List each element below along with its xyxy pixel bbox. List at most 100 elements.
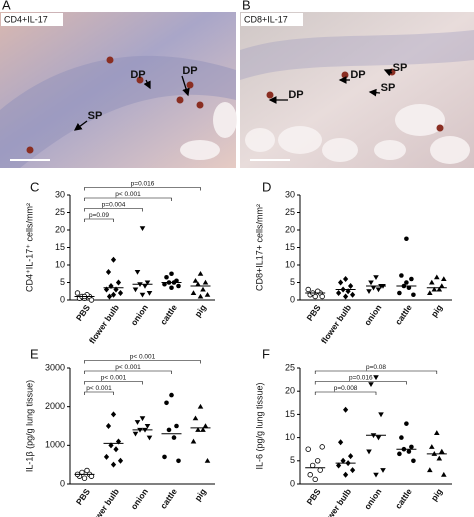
y-tick-label: 2000	[45, 401, 65, 411]
data-point	[204, 458, 211, 463]
data-point	[108, 283, 114, 289]
stained-cell	[106, 56, 114, 64]
comparison-label: p< 0.001	[130, 354, 156, 361]
y-tick-label: 20	[55, 224, 65, 234]
panel-letter: E	[30, 346, 39, 361]
data-point	[200, 427, 206, 432]
data-point	[144, 280, 151, 286]
y-tick-label: 5	[290, 277, 295, 287]
data-point	[117, 457, 124, 464]
data-point	[343, 471, 349, 478]
data-point	[343, 406, 349, 413]
panel-letter: A	[2, 0, 11, 12]
panel-letter: D	[262, 179, 271, 194]
stained-cell	[266, 91, 274, 99]
y-axis-label: IL-1β (pg/g lung tissue)	[24, 380, 34, 472]
data-point	[169, 271, 174, 277]
comparison-label: p=0.004	[102, 202, 126, 209]
annotation-arrow	[143, 79, 151, 90]
alveolus	[374, 140, 406, 160]
y-tick-label: 0	[60, 478, 65, 488]
data-point	[307, 472, 313, 478]
data-point	[192, 277, 199, 283]
data-point	[197, 293, 204, 299]
data-point	[411, 292, 416, 298]
stained-cell	[176, 96, 184, 104]
x-tick-label: pig	[429, 487, 445, 503]
x-tick-label: cattle	[393, 302, 414, 326]
y-tick-label: 25	[55, 207, 65, 217]
data-point	[106, 293, 113, 300]
data-point	[169, 392, 174, 398]
data-point	[343, 293, 349, 300]
data-point	[103, 286, 110, 293]
data-point	[115, 438, 122, 445]
data-point	[404, 421, 409, 426]
data-point	[81, 475, 88, 481]
x-tick-label: cattle	[393, 486, 414, 510]
data-point	[164, 274, 169, 280]
data-point	[436, 286, 443, 292]
comparison-bracket	[84, 218, 114, 222]
data-point	[88, 297, 95, 303]
tissue	[0, 55, 236, 168]
data-point	[162, 281, 167, 287]
y-tick-label: 30	[285, 189, 295, 199]
y-tick-label: 15	[285, 242, 295, 252]
data-point	[113, 446, 119, 453]
comparison-label: p=0.016	[131, 181, 155, 188]
x-tick-label: PBS	[74, 302, 92, 322]
data-point	[132, 287, 139, 293]
data-point	[434, 274, 440, 280]
x-tick-label: flower bulb	[87, 303, 121, 346]
data-point	[171, 435, 177, 440]
data-point	[441, 276, 447, 281]
data-point	[110, 411, 117, 418]
data-point	[305, 286, 311, 293]
comparison-label: p=0.09	[89, 212, 109, 219]
data-point	[345, 288, 351, 295]
x-tick-label: onion	[129, 303, 150, 328]
alveolus	[213, 102, 237, 138]
x-tick-label: pig	[192, 303, 208, 319]
data-point	[317, 467, 323, 473]
stained-cell	[186, 81, 194, 89]
alveolus	[180, 140, 220, 160]
data-point	[139, 292, 146, 298]
y-tick-label: 30	[55, 189, 65, 199]
y-tick-label: 10	[55, 259, 65, 269]
comparison-label: p=0.016	[349, 375, 373, 382]
data-point	[319, 293, 325, 300]
data-point	[368, 382, 374, 388]
comparison-label: p=0.08	[366, 364, 386, 371]
data-point	[411, 458, 416, 464]
annotation-arrow	[73, 120, 88, 131]
y-tick-label: 20	[285, 224, 295, 234]
data-point	[409, 276, 414, 282]
data-point	[117, 290, 124, 296]
alveolus	[322, 138, 358, 162]
data-point	[310, 462, 316, 469]
alveolus	[245, 128, 275, 152]
data-point	[305, 446, 311, 452]
data-point	[110, 291, 117, 298]
data-point	[74, 290, 81, 296]
x-tick-label: flower bulb	[319, 303, 353, 346]
tissue	[240, 30, 474, 80]
data-point	[169, 285, 174, 291]
data-point	[404, 280, 409, 285]
y-tick-label: 10	[285, 432, 295, 442]
data-point	[315, 288, 321, 294]
data-point	[115, 279, 122, 286]
data-point	[373, 472, 379, 478]
data-point	[200, 286, 206, 292]
x-tick-label: PBS	[74, 486, 92, 506]
y-tick-label: 3000	[45, 362, 65, 372]
data-point	[139, 416, 146, 422]
comparison-bracket	[84, 187, 201, 191]
data-point	[144, 424, 151, 429]
data-point	[336, 290, 342, 296]
x-tick-label: PBS	[304, 302, 322, 322]
data-point	[350, 291, 356, 298]
